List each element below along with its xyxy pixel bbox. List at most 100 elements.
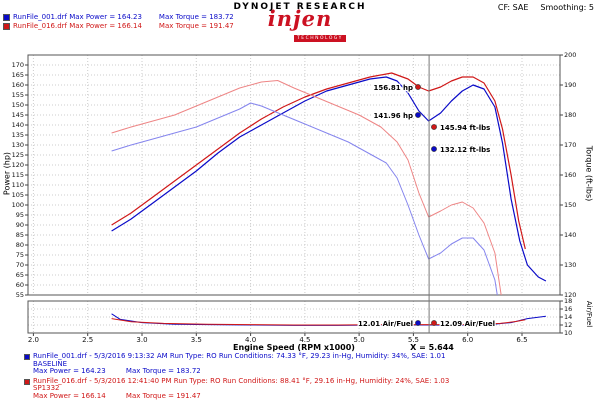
cf-label: CF: SAE xyxy=(497,3,529,12)
cursor-readout-label: 145.94 ft-lbs xyxy=(440,124,490,132)
max-power-value: Max Power = 164.23 xyxy=(33,367,106,376)
power-tick-label: 80 xyxy=(16,241,24,249)
x-tick-label: 4.5 xyxy=(299,336,310,344)
cursor-x-value: X = 5.644 xyxy=(410,343,454,352)
airfuel-tick-label: 10 xyxy=(564,329,572,337)
run-color-swatch[interactable] xyxy=(3,14,10,21)
legend-row-runfile-001: RunFile_001.drf Max Power = 164.23 Max T… xyxy=(3,13,234,22)
power-tick-label: 155 xyxy=(12,91,24,99)
torque-tick-label: 160 xyxy=(564,171,576,179)
power-tick-label: 150 xyxy=(12,101,24,109)
x-tick-label: 6.5 xyxy=(516,336,527,344)
rpm-axis-title: Engine Speed (RPM x1000) xyxy=(233,343,355,352)
power-tick-label: 70 xyxy=(16,261,24,269)
power-tick-label: 160 xyxy=(12,81,24,89)
airfuel-tick-label: 14 xyxy=(564,313,572,321)
legend-run-text: RunFile_016.drf Max Power = 166.14 xyxy=(13,22,142,30)
curve-af-016 xyxy=(111,318,526,326)
power-tick-label: 120 xyxy=(12,161,24,169)
power-tick-label: 140 xyxy=(12,121,24,129)
run-color-swatch xyxy=(24,378,30,385)
injen-logo-subtext: TECHNOLOGY xyxy=(294,35,346,42)
power-tick-label: 135 xyxy=(12,131,24,139)
x-tick-label: 3.5 xyxy=(191,336,202,344)
run-conditions-line: RunFile_001.drf - 5/3/2016 9:13:32 AM Ru… xyxy=(33,352,446,360)
torque-tick-label: 150 xyxy=(564,201,576,209)
torque-tick-label: 140 xyxy=(564,231,576,239)
cursor-readout-label: 12.09 Air/Fuel xyxy=(440,320,495,328)
torque-tick-label: 180 xyxy=(564,111,576,119)
power-tick-label: 75 xyxy=(16,251,24,259)
max-torque-value: Max Torque = 191.47 xyxy=(125,391,201,400)
airfuel-plot-frame xyxy=(27,300,561,334)
power-tick-label: 125 xyxy=(12,151,24,159)
curve-power-001 xyxy=(111,76,547,282)
run-details-runfile-016: RunFile_016.drf - 5/3/2016 12:41:40 PM R… xyxy=(24,376,450,401)
cursor-readout-label: 132.12 ft-lbs xyxy=(440,146,490,154)
power-tick-label: 85 xyxy=(16,231,24,239)
power-axis-title: Power (hp) xyxy=(2,151,12,196)
smoothing-label: Smoothing: 5 xyxy=(540,3,594,12)
x-tick-label: 2.0 xyxy=(28,336,39,344)
injen-logo-text: injen xyxy=(267,6,333,31)
torque-axis-title: Torque (ft-lbs) xyxy=(584,145,594,202)
airfuel-tick-label: 16 xyxy=(564,305,572,313)
run-legend: RunFile_001.drf Max Power = 164.23 Max T… xyxy=(3,13,234,31)
max-power-value: Max Power = 166.14 xyxy=(33,391,106,400)
correction-smoothing-info: CF: SAE Smoothing: 5 xyxy=(486,3,594,12)
x-tick-label: 2.5 xyxy=(82,336,93,344)
legend-row-runfile-016: RunFile_016.drf Max Power = 166.14 Max T… xyxy=(3,22,234,31)
cursor-readout-dot xyxy=(415,112,421,118)
airfuel-axis-title: Air/Fuel xyxy=(585,300,593,328)
curve-torque-001 xyxy=(111,102,498,295)
curve-torque-016 xyxy=(111,80,502,295)
legend-run-text: RunFile_001.drf Max Power = 164.23 xyxy=(13,13,142,21)
power-tick-label: 65 xyxy=(16,271,24,279)
power-tick-label: 145 xyxy=(12,111,24,119)
injen-logo: injen TECHNOLOGY xyxy=(0,6,600,42)
cursor-readout-dot xyxy=(431,146,437,152)
power-tick-label: 55 xyxy=(16,291,24,299)
torque-tick-label: 200 xyxy=(564,51,576,59)
torque-tick-label: 170 xyxy=(564,141,576,149)
max-torque-value: Max Torque = 183.72 xyxy=(125,367,201,376)
cursor-readout-dot xyxy=(431,320,437,326)
run-max-stats: Max Power = 164.23 Max Torque = 183.72 xyxy=(33,367,449,376)
cursor-readout-label: 12.01 Air/Fuel xyxy=(358,320,413,328)
power-tick-label: 110 xyxy=(12,181,24,189)
cursor-readout-dot xyxy=(415,320,421,326)
company-title: DYNOJET RESEARCH xyxy=(233,2,367,12)
x-tick-label: 3.0 xyxy=(136,336,147,344)
main-plot-frame xyxy=(27,54,561,296)
cursor-readout-dot xyxy=(415,84,421,90)
curve-power-016 xyxy=(111,72,526,250)
power-tick-label: 115 xyxy=(12,171,24,179)
x-tick-label: 6.0 xyxy=(462,336,473,344)
run-color-swatch[interactable] xyxy=(3,23,10,30)
legend-run-torque: Max Torque = 191.47 xyxy=(158,22,234,30)
x-tick-label: 5.0 xyxy=(354,336,365,344)
power-tick-label: 100 xyxy=(12,201,24,209)
cursor-readout-dot xyxy=(431,124,437,130)
run-color-swatch xyxy=(24,353,30,360)
torque-tick-label: 130 xyxy=(564,261,576,269)
run-details-footer: RunFile_001.drf - 5/3/2016 9:13:32 AM Ru… xyxy=(24,352,450,401)
power-tick-label: 165 xyxy=(12,71,24,79)
x-tick-label: 5.5 xyxy=(408,336,419,344)
power-tick-label: 105 xyxy=(12,191,24,199)
power-tick-label: 90 xyxy=(16,221,24,229)
airfuel-tick-label: 18 xyxy=(564,297,572,305)
power-tick-label: 60 xyxy=(16,281,24,289)
cursor-readout-label: 141.96 hp xyxy=(374,112,413,120)
airfuel-tick-label: 12 xyxy=(564,321,572,329)
run-details-runfile-001: RunFile_001.drf - 5/3/2016 9:13:32 AM Ru… xyxy=(24,352,449,376)
run-max-stats: Max Power = 166.14 Max Torque = 191.47 xyxy=(33,391,449,401)
power-tick-label: 130 xyxy=(12,141,24,149)
legend-run-torque: Max Torque = 183.72 xyxy=(158,13,234,21)
run-conditions-line: RunFile_016.drf - 5/3/2016 12:41:40 PM R… xyxy=(33,376,450,385)
power-tick-label: 170 xyxy=(12,61,24,69)
cursor-readout-label: 156.81 hp xyxy=(374,84,413,92)
torque-tick-label: 190 xyxy=(564,81,576,89)
torque-tick-label: 120 xyxy=(564,291,576,299)
power-tick-label: 95 xyxy=(16,211,24,219)
